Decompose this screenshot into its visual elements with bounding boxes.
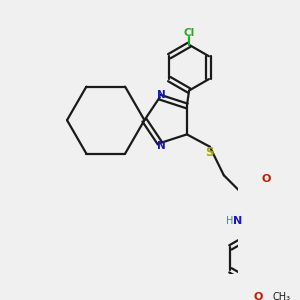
Text: H: H [226, 217, 234, 226]
Text: O: O [261, 174, 271, 184]
Text: N: N [233, 217, 242, 226]
Text: S: S [206, 146, 214, 159]
Text: N: N [157, 89, 166, 100]
Text: Cl: Cl [184, 28, 195, 38]
Text: N: N [157, 141, 166, 151]
Text: CH₃: CH₃ [272, 292, 290, 300]
Text: O: O [254, 292, 263, 300]
